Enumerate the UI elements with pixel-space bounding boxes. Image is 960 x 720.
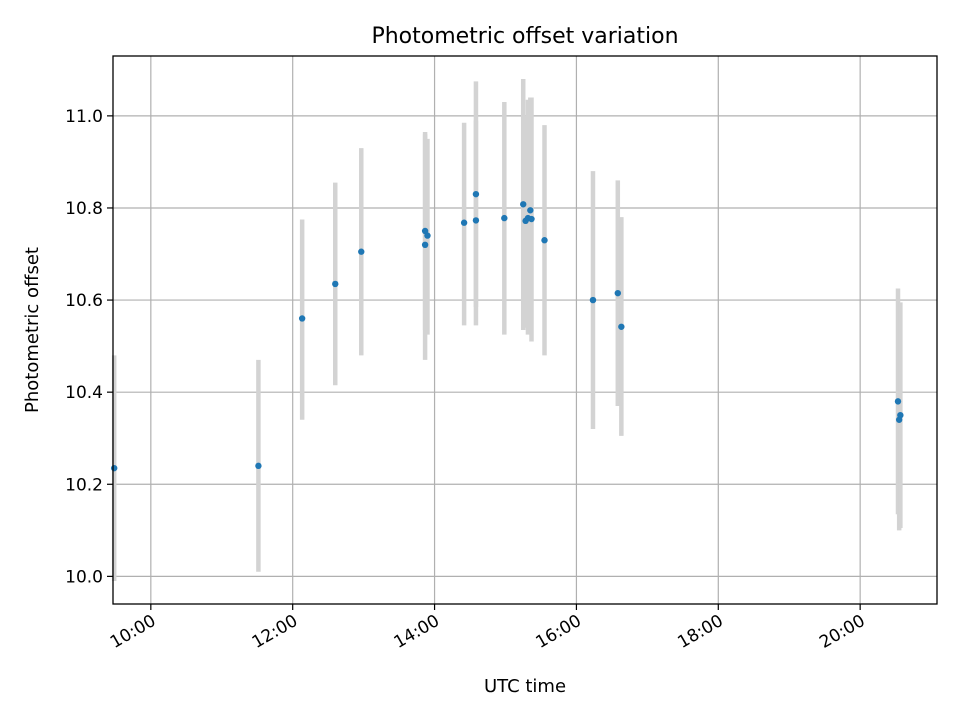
point-layer (110, 190, 904, 472)
x-axis-label: UTC time (484, 676, 566, 697)
plot-frame (112, 55, 938, 605)
data-point (541, 237, 548, 244)
y-tick-label: 10.2 (65, 475, 103, 495)
data-point (589, 296, 597, 304)
x-tick-label: 12:00 (249, 611, 301, 653)
y-tick-label: 11.0 (65, 107, 103, 127)
data-point (614, 289, 622, 297)
x-tick-label: 14:00 (391, 611, 443, 653)
data-point (528, 215, 535, 223)
data-point (527, 207, 534, 214)
errorbar-layer (111, 79, 903, 581)
data-point (472, 190, 480, 198)
data-point (424, 232, 431, 239)
y-axis-ticks: 10.0 10.2 10.4 10.6 10.8 11.0 (65, 107, 113, 587)
y-tick-label: 10.8 (65, 199, 103, 219)
y-axis-label: Photometric offset (22, 247, 43, 413)
x-tick-label: 18:00 (674, 611, 726, 653)
data-point (460, 219, 468, 226)
data-point (332, 280, 339, 288)
data-point (501, 214, 508, 222)
data-point (421, 241, 429, 249)
data-point (472, 217, 480, 224)
y-tick-label: 10.4 (65, 383, 103, 403)
y-tick-label: 10.0 (65, 567, 103, 587)
x-axis-ticks: 10:00 12:00 14:00 16:00 18:00 20:00 (107, 604, 869, 653)
data-point (520, 201, 527, 208)
data-point (618, 323, 625, 330)
data-point (897, 411, 904, 419)
x-tick-label: 10:00 (107, 611, 159, 653)
data-point (894, 398, 902, 405)
data-point (298, 315, 306, 322)
data-point (358, 248, 365, 255)
x-tick-label: 16:00 (532, 611, 584, 653)
grid-layer (113, 56, 937, 604)
x-tick-label: 20:00 (816, 611, 868, 653)
data-point (110, 464, 118, 472)
chart-title: Photometric offset variation (371, 24, 678, 49)
y-tick-label: 10.6 (65, 291, 103, 311)
data-point (255, 462, 262, 470)
